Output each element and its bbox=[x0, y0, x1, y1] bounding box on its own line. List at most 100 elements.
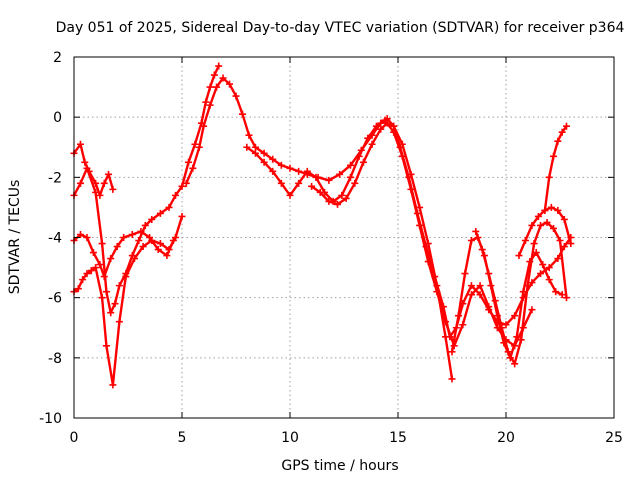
data-point bbox=[100, 273, 108, 281]
data-point bbox=[219, 74, 227, 82]
data-point bbox=[545, 173, 553, 181]
data-point bbox=[269, 167, 277, 175]
data-point bbox=[269, 155, 277, 163]
data-point bbox=[346, 161, 354, 169]
data-point bbox=[537, 221, 545, 229]
data-point bbox=[260, 158, 268, 166]
series-track-5 bbox=[182, 74, 575, 341]
data-point bbox=[351, 179, 359, 187]
data-point bbox=[562, 294, 570, 302]
data-point bbox=[511, 360, 519, 368]
data-point bbox=[122, 273, 130, 281]
data-point bbox=[377, 125, 385, 133]
data-point bbox=[182, 179, 190, 187]
data-point bbox=[528, 221, 536, 229]
x-tick-label: 5 bbox=[178, 430, 187, 446]
data-point bbox=[485, 270, 493, 278]
y-tick-label: -2 bbox=[48, 170, 62, 186]
data-point bbox=[511, 312, 519, 320]
data-point bbox=[459, 321, 467, 329]
data-point bbox=[524, 282, 532, 290]
data-point bbox=[316, 188, 324, 196]
y-tick-label: 0 bbox=[53, 110, 62, 126]
data-point bbox=[96, 191, 104, 199]
data-point bbox=[424, 240, 432, 248]
data-point bbox=[105, 170, 113, 178]
data-point bbox=[286, 191, 294, 199]
y-tick-label: -8 bbox=[48, 351, 62, 367]
data-point bbox=[260, 149, 268, 157]
data-point bbox=[550, 224, 558, 232]
data-point bbox=[467, 237, 475, 245]
data-point bbox=[83, 270, 91, 278]
grid-lines bbox=[74, 57, 614, 418]
data-point bbox=[210, 71, 218, 79]
data-point bbox=[128, 230, 136, 238]
data-point bbox=[498, 324, 506, 332]
data-point bbox=[448, 375, 456, 383]
series-track-3 bbox=[70, 227, 177, 281]
data-point bbox=[109, 381, 117, 389]
data-point bbox=[92, 264, 100, 272]
data-point bbox=[325, 176, 333, 184]
data-point bbox=[81, 158, 89, 166]
data-point bbox=[558, 291, 566, 299]
data-point bbox=[556, 237, 564, 245]
data-point bbox=[539, 261, 547, 269]
data-point bbox=[550, 152, 558, 160]
data-point bbox=[141, 221, 149, 229]
data-point bbox=[102, 288, 110, 296]
data-point bbox=[372, 122, 380, 130]
data-point bbox=[76, 230, 84, 238]
data-point bbox=[107, 309, 115, 317]
data-point bbox=[154, 246, 162, 254]
data-point bbox=[156, 240, 164, 248]
x-tick-label: 25 bbox=[605, 430, 623, 446]
data-point bbox=[130, 255, 138, 263]
data-point bbox=[472, 227, 480, 235]
data-point bbox=[206, 83, 214, 91]
data-point bbox=[184, 158, 192, 166]
data-point bbox=[541, 206, 549, 214]
series-track-4 bbox=[70, 140, 117, 199]
y-tick-label: -6 bbox=[48, 291, 62, 307]
chart-title: Day 051 of 2025, Sidereal Day-to-day VTE… bbox=[56, 20, 625, 36]
x-tick-label: 15 bbox=[389, 430, 407, 446]
y-tick-labels: -10 -8 -6 -4 -2 0 2 bbox=[39, 50, 62, 427]
data-point bbox=[251, 143, 259, 151]
data-point bbox=[191, 140, 199, 148]
data-point bbox=[200, 122, 208, 130]
data-point bbox=[554, 206, 562, 214]
y-tick-label: -10 bbox=[39, 411, 62, 427]
data-point bbox=[334, 200, 342, 208]
data-point bbox=[295, 167, 303, 175]
data-point bbox=[76, 140, 84, 148]
data-point bbox=[454, 312, 462, 320]
plot-frame bbox=[73, 56, 615, 419]
data-point bbox=[416, 203, 424, 211]
y-tick-label: 2 bbox=[53, 50, 62, 66]
data-point bbox=[83, 234, 91, 241]
data-point bbox=[92, 179, 100, 187]
data-point bbox=[308, 182, 316, 190]
data-point bbox=[74, 285, 82, 293]
data-point bbox=[215, 62, 223, 70]
data-point bbox=[295, 179, 303, 187]
data-point bbox=[528, 306, 536, 314]
data-point bbox=[342, 194, 350, 202]
series-track-1 bbox=[70, 62, 223, 317]
data-point bbox=[346, 173, 354, 181]
data-point bbox=[107, 255, 115, 263]
data-point bbox=[312, 173, 320, 181]
data-point bbox=[98, 294, 106, 302]
data-point bbox=[513, 333, 521, 341]
data-point bbox=[102, 342, 110, 350]
data-point bbox=[206, 101, 214, 109]
series-track-9 bbox=[472, 218, 570, 368]
data-point bbox=[137, 227, 145, 235]
x-tick-label: 0 bbox=[70, 430, 79, 446]
data-point bbox=[476, 291, 484, 299]
data-point bbox=[521, 237, 529, 245]
data-point bbox=[407, 170, 415, 178]
